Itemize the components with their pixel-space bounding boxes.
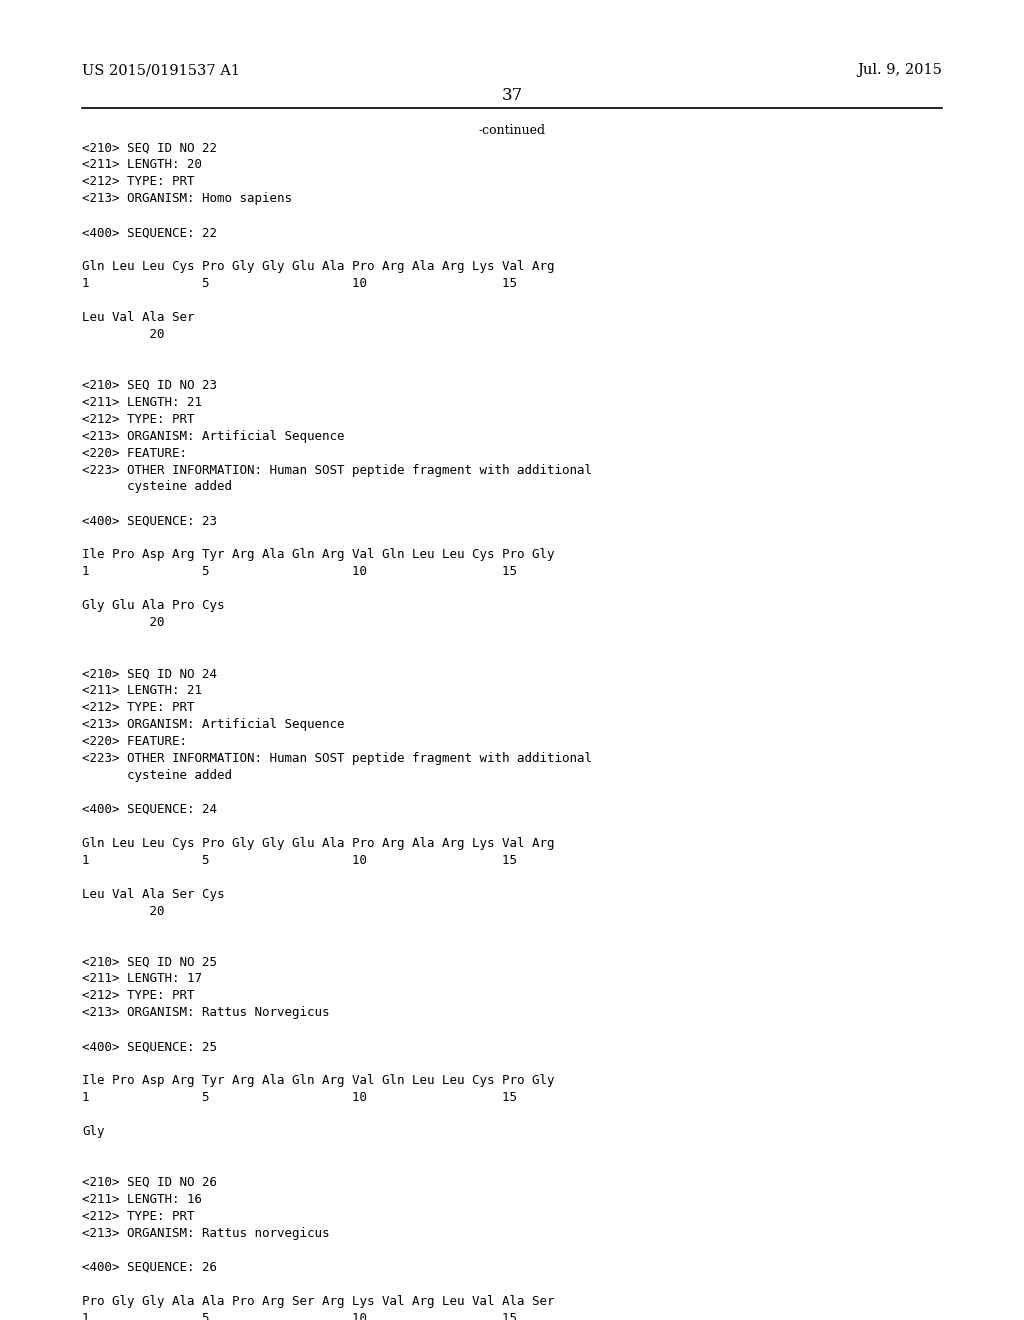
Text: <400> SEQUENCE: 24: <400> SEQUENCE: 24 <box>82 803 217 816</box>
Text: 1               5                   10                  15: 1 5 10 15 <box>82 277 517 290</box>
Text: <210> SEQ ID NO 23: <210> SEQ ID NO 23 <box>82 379 217 392</box>
Text: Gln Leu Leu Cys Pro Gly Gly Glu Ala Pro Arg Ala Arg Lys Val Arg: Gln Leu Leu Cys Pro Gly Gly Glu Ala Pro … <box>82 260 554 273</box>
Text: <212> TYPE: PRT: <212> TYPE: PRT <box>82 701 195 714</box>
Text: <223> OTHER INFORMATION: Human SOST peptide fragment with additional: <223> OTHER INFORMATION: Human SOST pept… <box>82 463 592 477</box>
Text: <213> ORGANISM: Artificial Sequence: <213> ORGANISM: Artificial Sequence <box>82 718 344 731</box>
Text: <212> TYPE: PRT: <212> TYPE: PRT <box>82 413 195 425</box>
Text: 1               5                   10                  15: 1 5 10 15 <box>82 1092 517 1104</box>
Text: <213> ORGANISM: Rattus norvegicus: <213> ORGANISM: Rattus norvegicus <box>82 1226 330 1239</box>
Text: <213> ORGANISM: Artificial Sequence: <213> ORGANISM: Artificial Sequence <box>82 429 344 442</box>
Text: <210> SEQ ID NO 26: <210> SEQ ID NO 26 <box>82 1176 217 1189</box>
Text: Ile Pro Asp Arg Tyr Arg Ala Gln Arg Val Gln Leu Leu Cys Pro Gly: Ile Pro Asp Arg Tyr Arg Ala Gln Arg Val … <box>82 548 554 561</box>
Text: <210> SEQ ID NO 24: <210> SEQ ID NO 24 <box>82 667 217 680</box>
Text: 1               5                   10                  15: 1 5 10 15 <box>82 565 517 578</box>
Text: <212> TYPE: PRT: <212> TYPE: PRT <box>82 990 195 1002</box>
Text: 37: 37 <box>502 87 522 104</box>
Text: <223> OTHER INFORMATION: Human SOST peptide fragment with additional: <223> OTHER INFORMATION: Human SOST pept… <box>82 752 592 764</box>
Text: Pro Gly Gly Ala Ala Pro Arg Ser Arg Lys Val Arg Leu Val Ala Ser: Pro Gly Gly Ala Ala Pro Arg Ser Arg Lys … <box>82 1295 554 1308</box>
Text: <210> SEQ ID NO 25: <210> SEQ ID NO 25 <box>82 956 217 969</box>
Text: US 2015/0191537 A1: US 2015/0191537 A1 <box>82 63 240 78</box>
Text: <213> ORGANISM: Rattus Norvegicus: <213> ORGANISM: Rattus Norvegicus <box>82 1006 330 1019</box>
Text: cysteine added: cysteine added <box>82 480 231 494</box>
Text: <220> FEATURE:: <220> FEATURE: <box>82 446 187 459</box>
Text: <400> SEQUENCE: 23: <400> SEQUENCE: 23 <box>82 515 217 528</box>
Text: 1               5                   10                  15: 1 5 10 15 <box>82 854 517 867</box>
Text: -continued: -continued <box>478 124 546 137</box>
Text: Gly Glu Ala Pro Cys: Gly Glu Ala Pro Cys <box>82 599 224 612</box>
Text: <210> SEQ ID NO 22: <210> SEQ ID NO 22 <box>82 141 217 154</box>
Text: Leu Val Ala Ser: Leu Val Ala Ser <box>82 312 195 323</box>
Text: Jul. 9, 2015: Jul. 9, 2015 <box>857 63 942 78</box>
Text: <211> LENGTH: 20: <211> LENGTH: 20 <box>82 158 202 172</box>
Text: <211> LENGTH: 16: <211> LENGTH: 16 <box>82 1193 202 1206</box>
Text: <400> SEQUENCE: 26: <400> SEQUENCE: 26 <box>82 1261 217 1274</box>
Text: <211> LENGTH: 17: <211> LENGTH: 17 <box>82 973 202 985</box>
Text: Gln Leu Leu Cys Pro Gly Gly Glu Ala Pro Arg Ala Arg Lys Val Arg: Gln Leu Leu Cys Pro Gly Gly Glu Ala Pro … <box>82 837 554 850</box>
Text: <400> SEQUENCE: 22: <400> SEQUENCE: 22 <box>82 226 217 239</box>
Text: Ile Pro Asp Arg Tyr Arg Ala Gln Arg Val Gln Leu Leu Cys Pro Gly: Ile Pro Asp Arg Tyr Arg Ala Gln Arg Val … <box>82 1074 554 1088</box>
Text: <220> FEATURE:: <220> FEATURE: <box>82 735 187 748</box>
Text: 20: 20 <box>82 327 165 341</box>
Text: 20: 20 <box>82 904 165 917</box>
Text: <212> TYPE: PRT: <212> TYPE: PRT <box>82 176 195 189</box>
Text: <211> LENGTH: 21: <211> LENGTH: 21 <box>82 396 202 409</box>
Text: <400> SEQUENCE: 25: <400> SEQUENCE: 25 <box>82 1040 217 1053</box>
Text: 1               5                   10                  15: 1 5 10 15 <box>82 1312 517 1320</box>
Text: 20: 20 <box>82 616 165 630</box>
Text: <212> TYPE: PRT: <212> TYPE: PRT <box>82 1210 195 1222</box>
Text: <211> LENGTH: 21: <211> LENGTH: 21 <box>82 684 202 697</box>
Text: <213> ORGANISM: Homo sapiens: <213> ORGANISM: Homo sapiens <box>82 193 292 205</box>
Text: Gly: Gly <box>82 1125 104 1138</box>
Text: cysteine added: cysteine added <box>82 768 231 781</box>
Text: Leu Val Ala Ser Cys: Leu Val Ala Ser Cys <box>82 887 224 900</box>
